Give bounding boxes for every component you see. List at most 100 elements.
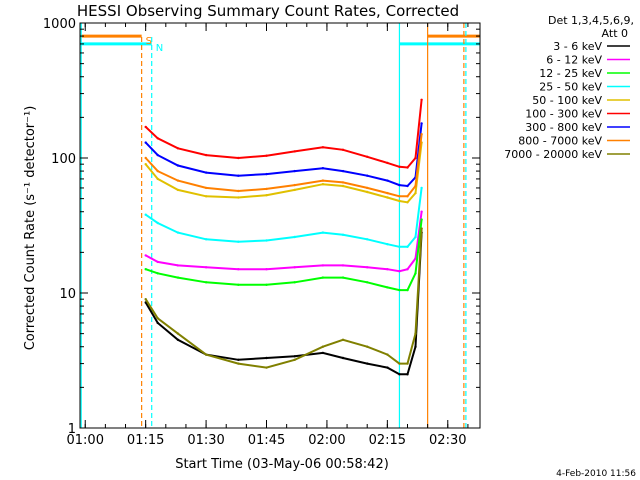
series-point bbox=[293, 266, 296, 269]
series-point bbox=[156, 321, 159, 325]
series-point bbox=[341, 338, 345, 341]
series-point bbox=[414, 345, 417, 348]
series-point bbox=[420, 133, 423, 136]
series-point bbox=[265, 239, 268, 242]
series-point bbox=[386, 196, 389, 199]
series-point bbox=[144, 298, 147, 301]
y-axis-label: Corrected Count Rate (s⁻¹ detector⁻¹) bbox=[23, 106, 38, 351]
x-tick-label: 02:30 bbox=[429, 433, 466, 448]
series-point bbox=[176, 179, 180, 182]
series-point bbox=[420, 218, 423, 221]
series-point bbox=[420, 227, 423, 230]
series-point bbox=[237, 156, 240, 160]
series-point bbox=[321, 231, 325, 234]
series-point bbox=[420, 98, 423, 102]
series-point bbox=[176, 332, 180, 335]
legend-label: 50 - 100 keV bbox=[532, 94, 602, 107]
series-point bbox=[321, 345, 325, 348]
series-point bbox=[406, 201, 409, 204]
series-point bbox=[204, 186, 208, 190]
y-tick-label: 100 bbox=[51, 152, 76, 167]
series-point bbox=[366, 281, 369, 284]
series-point bbox=[398, 199, 401, 203]
series-lines bbox=[144, 98, 423, 376]
series-point bbox=[237, 283, 240, 286]
y-tick-label: 1000 bbox=[43, 17, 76, 32]
series-point bbox=[406, 245, 409, 248]
series-point bbox=[321, 146, 325, 149]
series-point bbox=[265, 356, 268, 360]
series-point bbox=[414, 272, 417, 275]
series-point bbox=[398, 373, 401, 376]
x-tick-label: 01:00 bbox=[67, 433, 104, 448]
x-tick-label: 01:45 bbox=[248, 433, 285, 448]
series-point bbox=[265, 172, 268, 176]
series-point bbox=[204, 171, 208, 174]
series-point bbox=[144, 163, 147, 166]
series-point bbox=[321, 276, 325, 279]
series-point bbox=[386, 179, 389, 182]
series-point bbox=[420, 186, 423, 190]
series-point bbox=[398, 165, 401, 168]
series-point bbox=[321, 183, 325, 186]
legend-label: 300 - 800 keV bbox=[525, 121, 602, 134]
series-point bbox=[293, 183, 296, 187]
series-point bbox=[321, 351, 325, 355]
series-point bbox=[406, 362, 409, 365]
x-tick-label: 01:15 bbox=[127, 433, 164, 448]
series-point bbox=[265, 194, 268, 197]
legend-label: 6 - 12 keV bbox=[546, 54, 602, 67]
series-point bbox=[176, 264, 180, 267]
series-point bbox=[265, 154, 268, 157]
series-point bbox=[341, 356, 345, 360]
footer-date: 4-Feb-2010 11:56 bbox=[556, 469, 636, 479]
series-point bbox=[341, 184, 345, 188]
series-point bbox=[386, 353, 389, 356]
series-point bbox=[398, 270, 401, 273]
series-point bbox=[366, 345, 369, 348]
series-point bbox=[265, 187, 268, 191]
series-point bbox=[321, 179, 325, 182]
series-point bbox=[156, 169, 159, 173]
series-point bbox=[156, 221, 159, 225]
series-point bbox=[386, 243, 389, 246]
legend-label: 7000 - 20000 keV bbox=[504, 148, 602, 161]
y-axis: 1 10 100 1000 bbox=[43, 17, 480, 437]
series-point bbox=[366, 155, 369, 158]
series-point bbox=[156, 153, 159, 157]
series-point bbox=[237, 268, 240, 271]
legend-label: 800 - 7000 keV bbox=[518, 135, 602, 148]
series-point bbox=[386, 191, 389, 195]
x-tick-label: 01:30 bbox=[187, 433, 224, 448]
series-point bbox=[176, 188, 180, 192]
legend-label: 12 - 25 keV bbox=[539, 67, 602, 80]
marker-label: N bbox=[156, 43, 163, 54]
series-point bbox=[156, 260, 159, 264]
series-point bbox=[366, 174, 369, 177]
marker-label: S bbox=[146, 36, 152, 47]
series-point bbox=[366, 238, 369, 241]
series-point bbox=[386, 161, 389, 165]
series-point bbox=[156, 177, 159, 181]
series-point bbox=[414, 332, 417, 335]
legend-header-line-1: Det 1,3,4,5,6,9, bbox=[548, 14, 634, 27]
series-point bbox=[341, 264, 345, 267]
series-point bbox=[204, 195, 208, 198]
series-point bbox=[406, 373, 409, 376]
series-line bbox=[144, 123, 423, 188]
series-point bbox=[420, 122, 423, 125]
series-point bbox=[237, 358, 240, 361]
series-point bbox=[204, 353, 208, 356]
series-point bbox=[144, 213, 147, 216]
series-point bbox=[414, 156, 417, 160]
legend-label: 3 - 6 keV bbox=[553, 40, 602, 53]
series-point bbox=[176, 276, 180, 279]
series-point bbox=[398, 362, 401, 365]
series-point bbox=[341, 233, 345, 236]
series-point bbox=[176, 147, 180, 150]
x-axis: 01:00 01:15 01:30 01:45 02:00 02:15 02:30 bbox=[67, 23, 469, 448]
series-point bbox=[204, 153, 208, 157]
series-point bbox=[293, 188, 296, 192]
series-point bbox=[366, 362, 369, 365]
